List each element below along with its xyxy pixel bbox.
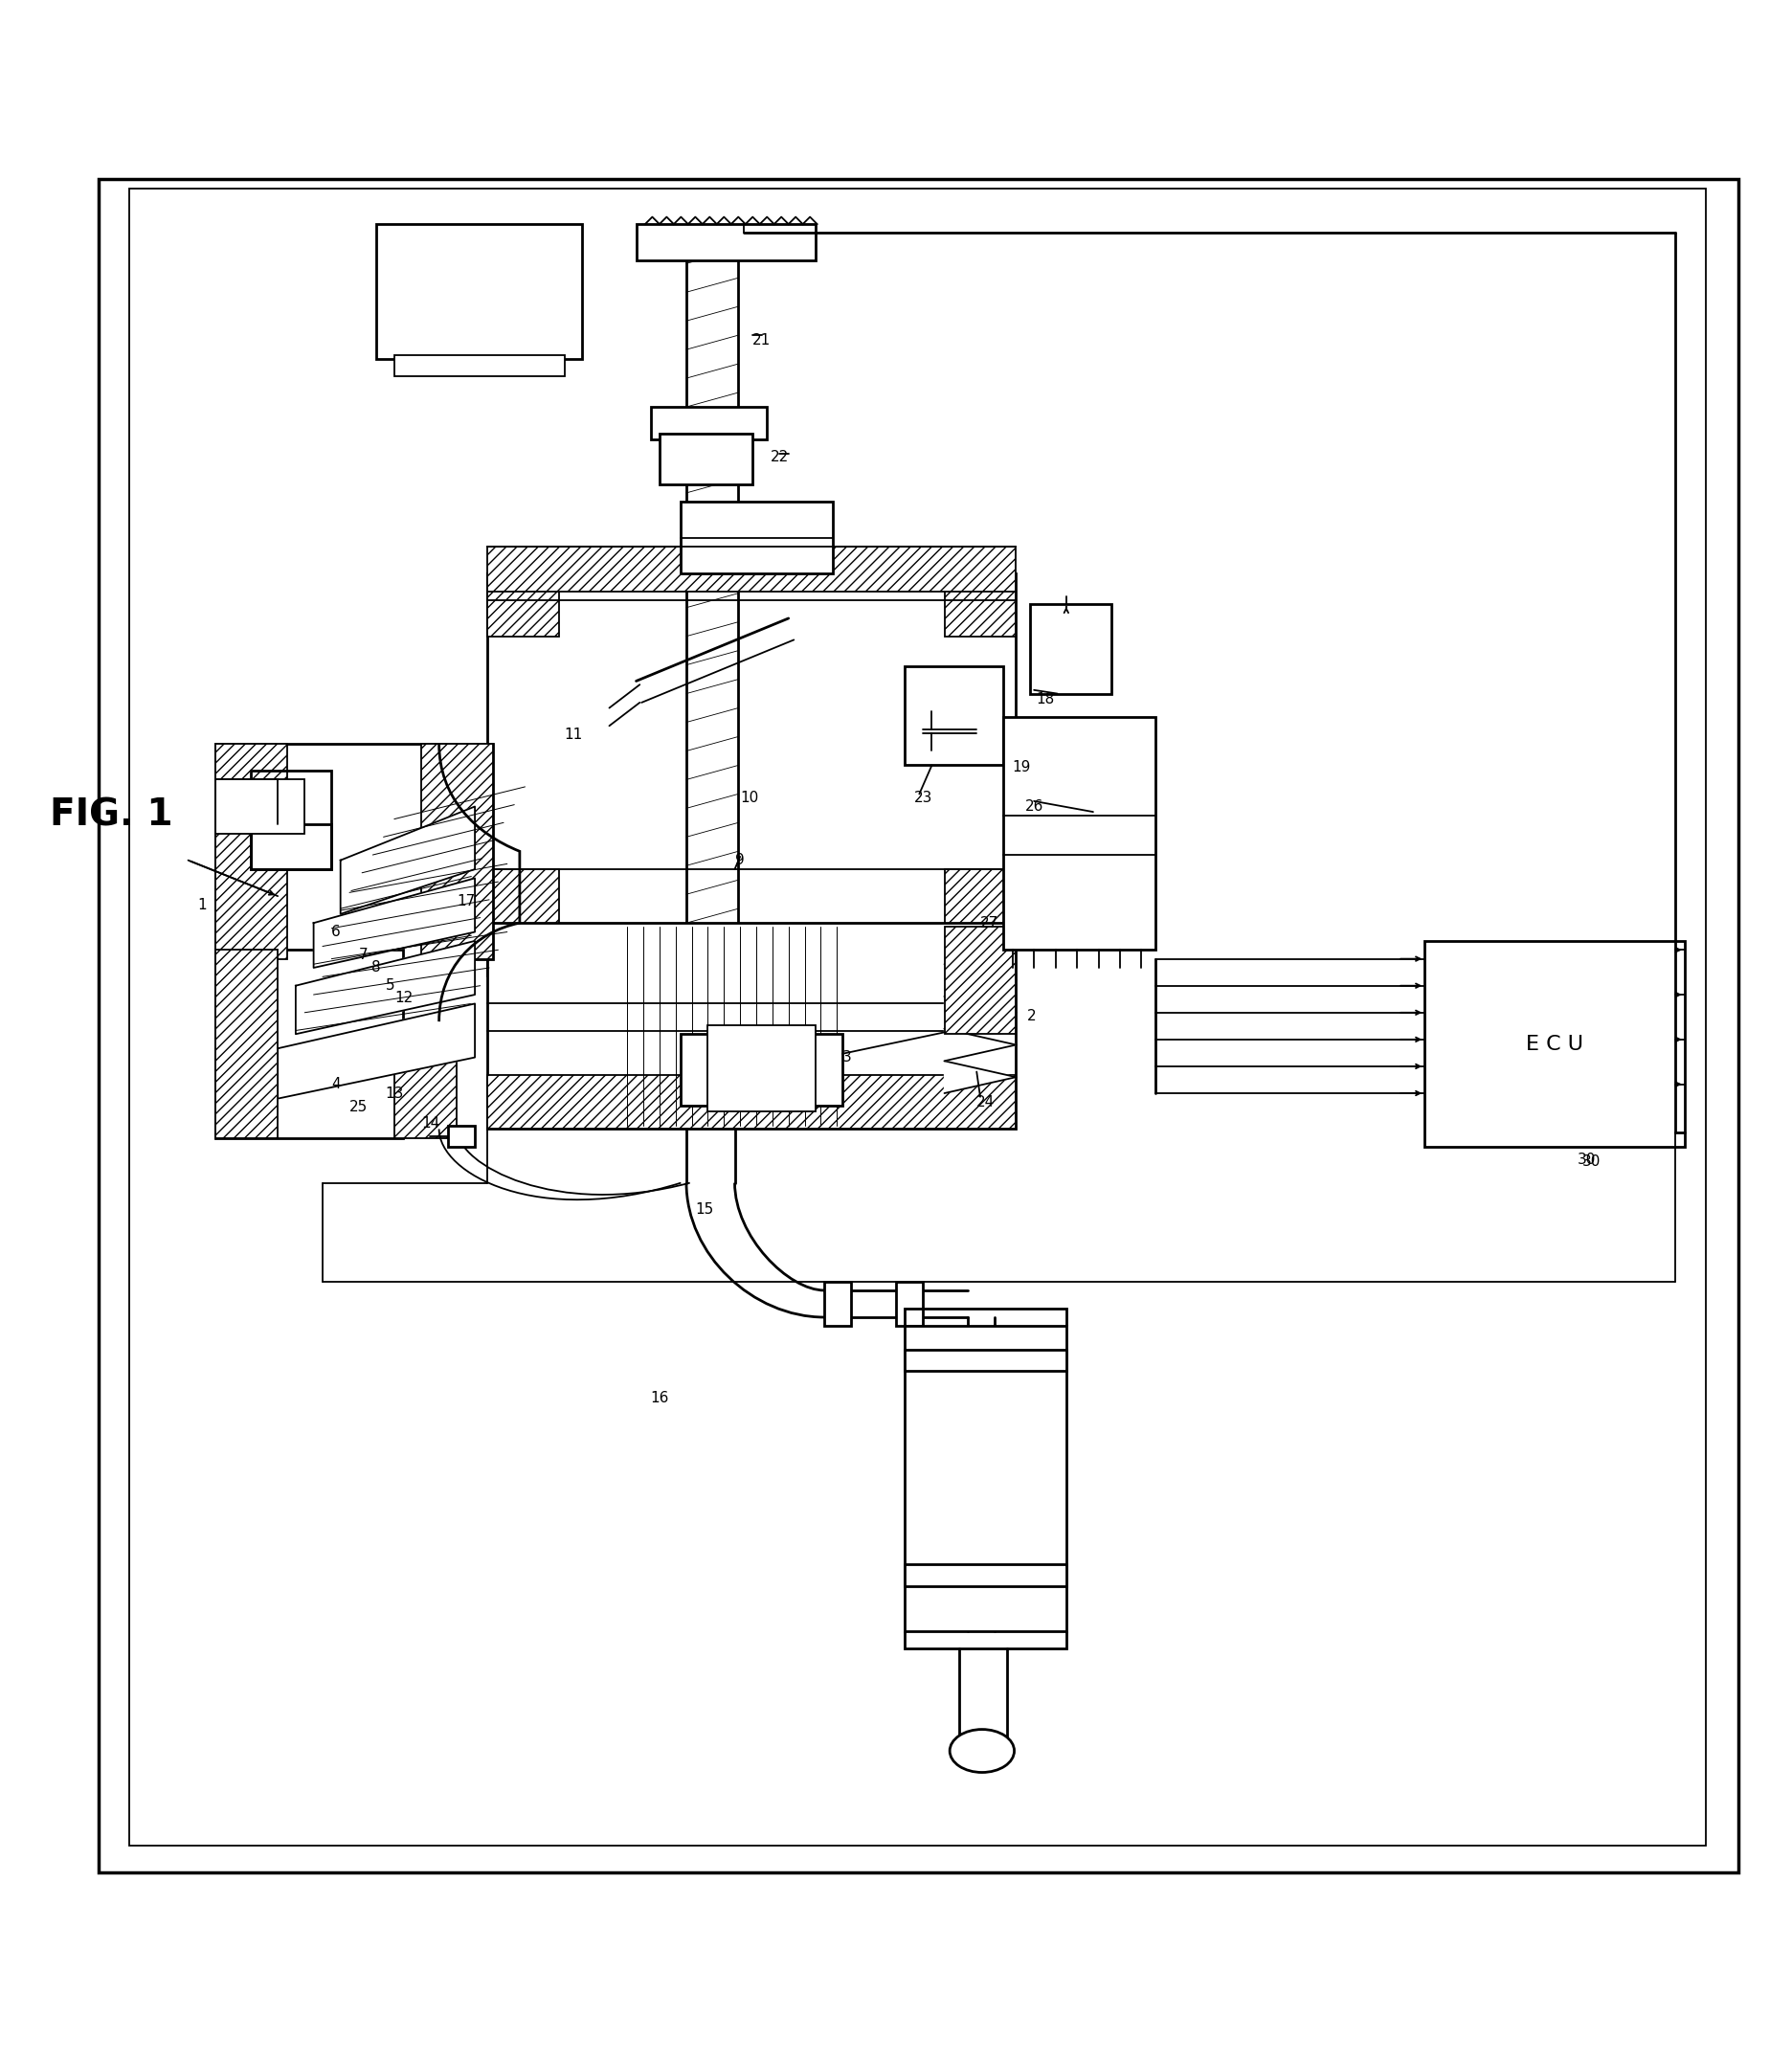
Bar <box>487 546 1016 592</box>
Bar <box>686 251 738 932</box>
Text: 7: 7 <box>358 948 367 962</box>
Bar <box>824 1282 851 1325</box>
Bar <box>944 927 1016 1035</box>
Text: 17: 17 <box>457 894 475 909</box>
Text: 26: 26 <box>1025 800 1043 814</box>
Bar <box>1030 604 1111 695</box>
Bar <box>487 573 559 637</box>
Text: 27: 27 <box>980 915 998 930</box>
Polygon shape <box>944 1028 1016 1061</box>
Bar <box>1004 717 1156 950</box>
Bar <box>905 1564 1066 1587</box>
Bar <box>650 406 767 439</box>
Bar <box>487 1076 1016 1129</box>
Text: 30: 30 <box>1577 1152 1595 1167</box>
Bar <box>708 1024 815 1111</box>
Bar <box>905 666 1004 765</box>
Bar <box>487 573 1016 932</box>
Text: 4: 4 <box>332 1078 340 1092</box>
Text: 15: 15 <box>695 1202 713 1216</box>
Bar <box>251 771 332 870</box>
Text: 21: 21 <box>753 334 771 348</box>
Text: 12: 12 <box>394 991 412 1006</box>
Text: 2: 2 <box>1027 1010 1036 1024</box>
Polygon shape <box>944 1061 1016 1092</box>
Text: 3: 3 <box>842 1051 851 1066</box>
Ellipse shape <box>950 1729 1014 1772</box>
Bar <box>636 225 815 260</box>
Polygon shape <box>340 806 475 913</box>
Bar <box>487 927 1016 977</box>
Bar <box>215 744 287 958</box>
Bar <box>905 1350 1066 1371</box>
Bar <box>896 1282 923 1325</box>
Text: 1: 1 <box>197 899 206 913</box>
Text: 16: 16 <box>650 1391 668 1406</box>
Text: 5: 5 <box>385 979 394 993</box>
Text: 11: 11 <box>564 728 582 742</box>
Bar <box>421 744 493 958</box>
Text: 22: 22 <box>771 449 788 464</box>
Text: 18: 18 <box>1036 692 1054 707</box>
Text: 23: 23 <box>914 789 932 804</box>
Bar <box>215 950 403 1138</box>
Text: 9: 9 <box>735 853 744 868</box>
Polygon shape <box>944 965 1016 995</box>
Text: 24: 24 <box>977 1094 995 1109</box>
Bar <box>1425 942 1684 1148</box>
Text: 6: 6 <box>332 925 340 940</box>
Bar <box>376 225 582 359</box>
Bar <box>394 354 564 377</box>
Bar <box>215 744 493 958</box>
Bar <box>487 923 1016 1129</box>
Bar <box>944 870 1016 932</box>
Bar <box>448 1125 475 1148</box>
Text: 19: 19 <box>1012 761 1030 775</box>
Bar <box>394 1030 457 1138</box>
Text: 8: 8 <box>371 960 380 975</box>
Text: 10: 10 <box>740 789 758 804</box>
Text: FIG. 1: FIG. 1 <box>50 798 174 833</box>
Polygon shape <box>314 878 475 969</box>
Bar <box>905 1325 1066 1630</box>
Polygon shape <box>944 995 1016 1028</box>
Text: 25: 25 <box>349 1101 367 1115</box>
Bar <box>129 188 1706 1847</box>
Bar <box>681 1035 842 1107</box>
Polygon shape <box>296 942 475 1035</box>
Bar <box>487 870 559 932</box>
Text: 30: 30 <box>1582 1154 1600 1169</box>
Text: 14: 14 <box>421 1117 439 1131</box>
Text: 13: 13 <box>385 1086 403 1101</box>
Bar <box>681 503 833 573</box>
Bar <box>215 950 278 1138</box>
Polygon shape <box>278 1004 475 1099</box>
Text: E C U: E C U <box>1525 1035 1584 1055</box>
Bar <box>215 779 305 833</box>
Bar <box>251 824 332 870</box>
Bar <box>659 433 753 484</box>
Bar <box>944 573 1016 637</box>
